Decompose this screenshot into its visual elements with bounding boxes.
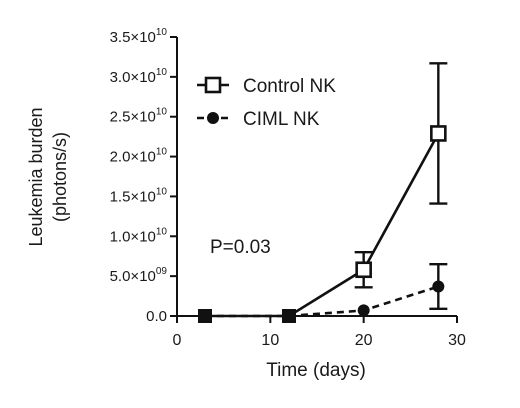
series-ciml-nk [199,262,448,322]
series-layer [198,62,448,323]
y-axis-title-line-2: (photons/s) [50,132,70,222]
data-point [198,309,212,323]
legend-label: CIML NK [243,109,320,130]
legend-label: Control NK [243,76,336,97]
y-tick-label: 0.0 [146,308,167,325]
y-tick-label: 2.0×1010 [110,147,168,166]
series-line [205,285,439,318]
y-tick-label: 2.5×1010 [110,107,168,126]
legend-entry: Control NK [197,76,336,97]
data-point [357,304,370,317]
x-tick-label: 10 [261,332,279,349]
x-tick-label: 0 [173,332,182,349]
y-axis-title-line-1: Leukemia burden [26,107,46,246]
legend-marker [204,76,222,94]
y-tick-label: 3.5×1010 [110,27,168,46]
legend: Control NK CIML NK [197,76,336,130]
y-axis-title: Leukemia burden (photons/s) [26,107,70,246]
data-point [355,261,372,279]
y-tick-label: 5.0×1009 [110,266,168,285]
series-control-nk [198,62,448,323]
y-tick-label: 3.0×1010 [110,67,168,86]
legend-marker [207,112,219,124]
legend-entry: CIML NK [197,109,320,130]
p-value-annotation: P=0.03 [210,237,271,258]
x-tick-label: 20 [355,332,373,349]
series-line [205,132,440,318]
data-point [432,280,445,293]
x-axis-title: Time (days) [266,360,366,381]
axes: 0.0 5.0×1009 1.0×1010 1.5×1010 2.0×1010 2.5×1… [110,27,466,349]
x-tick-label: 30 [448,332,466,349]
data-point [430,125,447,142]
y-tick-label: 1.0×1010 [110,226,168,245]
data-point [282,309,296,323]
y-tick-label: 1.5×1010 [110,186,168,205]
